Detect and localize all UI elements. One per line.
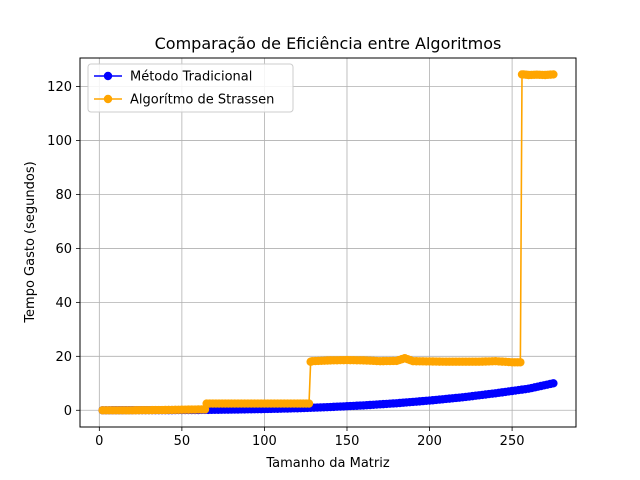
legend-marker (103, 71, 113, 81)
x-tick-label: 0 (95, 434, 103, 449)
data-point (549, 70, 558, 79)
legend-marker (103, 94, 113, 104)
x-tick-label: 100 (252, 434, 277, 449)
y-tick-label: 40 (55, 296, 72, 311)
x-axis-label: Tamanho da Matriz (265, 456, 390, 471)
data-point (304, 399, 314, 408)
y-tick-label: 0 (64, 404, 72, 419)
legend: Método Tradicional Algorítmo de Strassen (87, 63, 294, 113)
y-axis-label: Tempo Gasto (segundos) (23, 161, 38, 323)
data-point (516, 358, 525, 367)
x-tick-label: 150 (335, 434, 360, 449)
y-tick-label: 20 (55, 350, 72, 365)
legend-box (87, 63, 294, 113)
x-tick-label: 50 (174, 434, 191, 449)
y-tick-label: 100 (47, 134, 72, 149)
plot-area-frame (79, 57, 577, 428)
data-point (549, 379, 558, 388)
y-tick-label: 80 (55, 188, 72, 203)
x-tick-label: 250 (500, 434, 525, 449)
x-tick-label: 200 (417, 434, 442, 449)
legend-label: Método Tradicional (130, 70, 252, 85)
chart-title: Comparação de Eficiência entre Algoritmo… (155, 34, 502, 53)
legend-label: Algorítmo de Strassen (130, 93, 274, 108)
y-tick-label: 60 (55, 242, 72, 257)
series-2 (98, 70, 558, 415)
y-tick-label: 120 (47, 80, 72, 95)
